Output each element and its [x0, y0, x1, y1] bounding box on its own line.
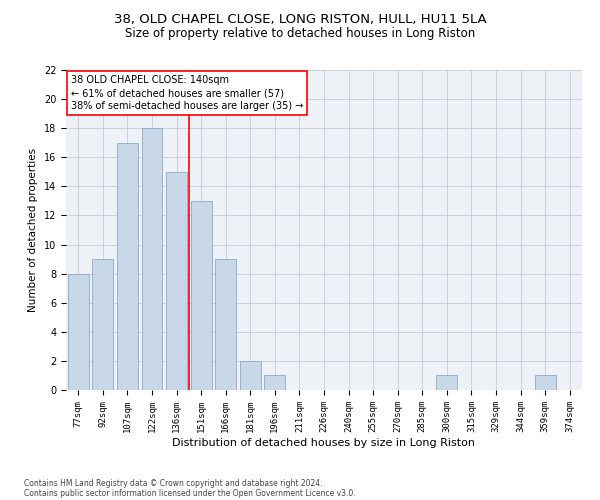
Bar	[166, 172, 187, 390]
Text: Contains HM Land Registry data © Crown copyright and database right 2024.: Contains HM Land Registry data © Crown c…	[24, 478, 323, 488]
Text: Size of property relative to detached houses in Long Riston: Size of property relative to detached ho…	[125, 28, 475, 40]
Bar	[92, 259, 113, 390]
Bar	[240, 361, 261, 390]
Bar	[215, 259, 236, 390]
Bar	[436, 376, 457, 390]
Bar	[265, 376, 286, 390]
Bar	[68, 274, 89, 390]
X-axis label: Distribution of detached houses by size in Long Riston: Distribution of detached houses by size …	[173, 438, 476, 448]
Bar	[142, 128, 163, 390]
Bar	[535, 376, 556, 390]
Bar	[117, 142, 138, 390]
Y-axis label: Number of detached properties: Number of detached properties	[28, 148, 38, 312]
Bar	[191, 201, 212, 390]
Text: Contains public sector information licensed under the Open Government Licence v3: Contains public sector information licen…	[24, 488, 356, 498]
Text: 38 OLD CHAPEL CLOSE: 140sqm
← 61% of detached houses are smaller (57)
38% of sem: 38 OLD CHAPEL CLOSE: 140sqm ← 61% of det…	[71, 75, 304, 111]
Text: 38, OLD CHAPEL CLOSE, LONG RISTON, HULL, HU11 5LA: 38, OLD CHAPEL CLOSE, LONG RISTON, HULL,…	[113, 12, 487, 26]
